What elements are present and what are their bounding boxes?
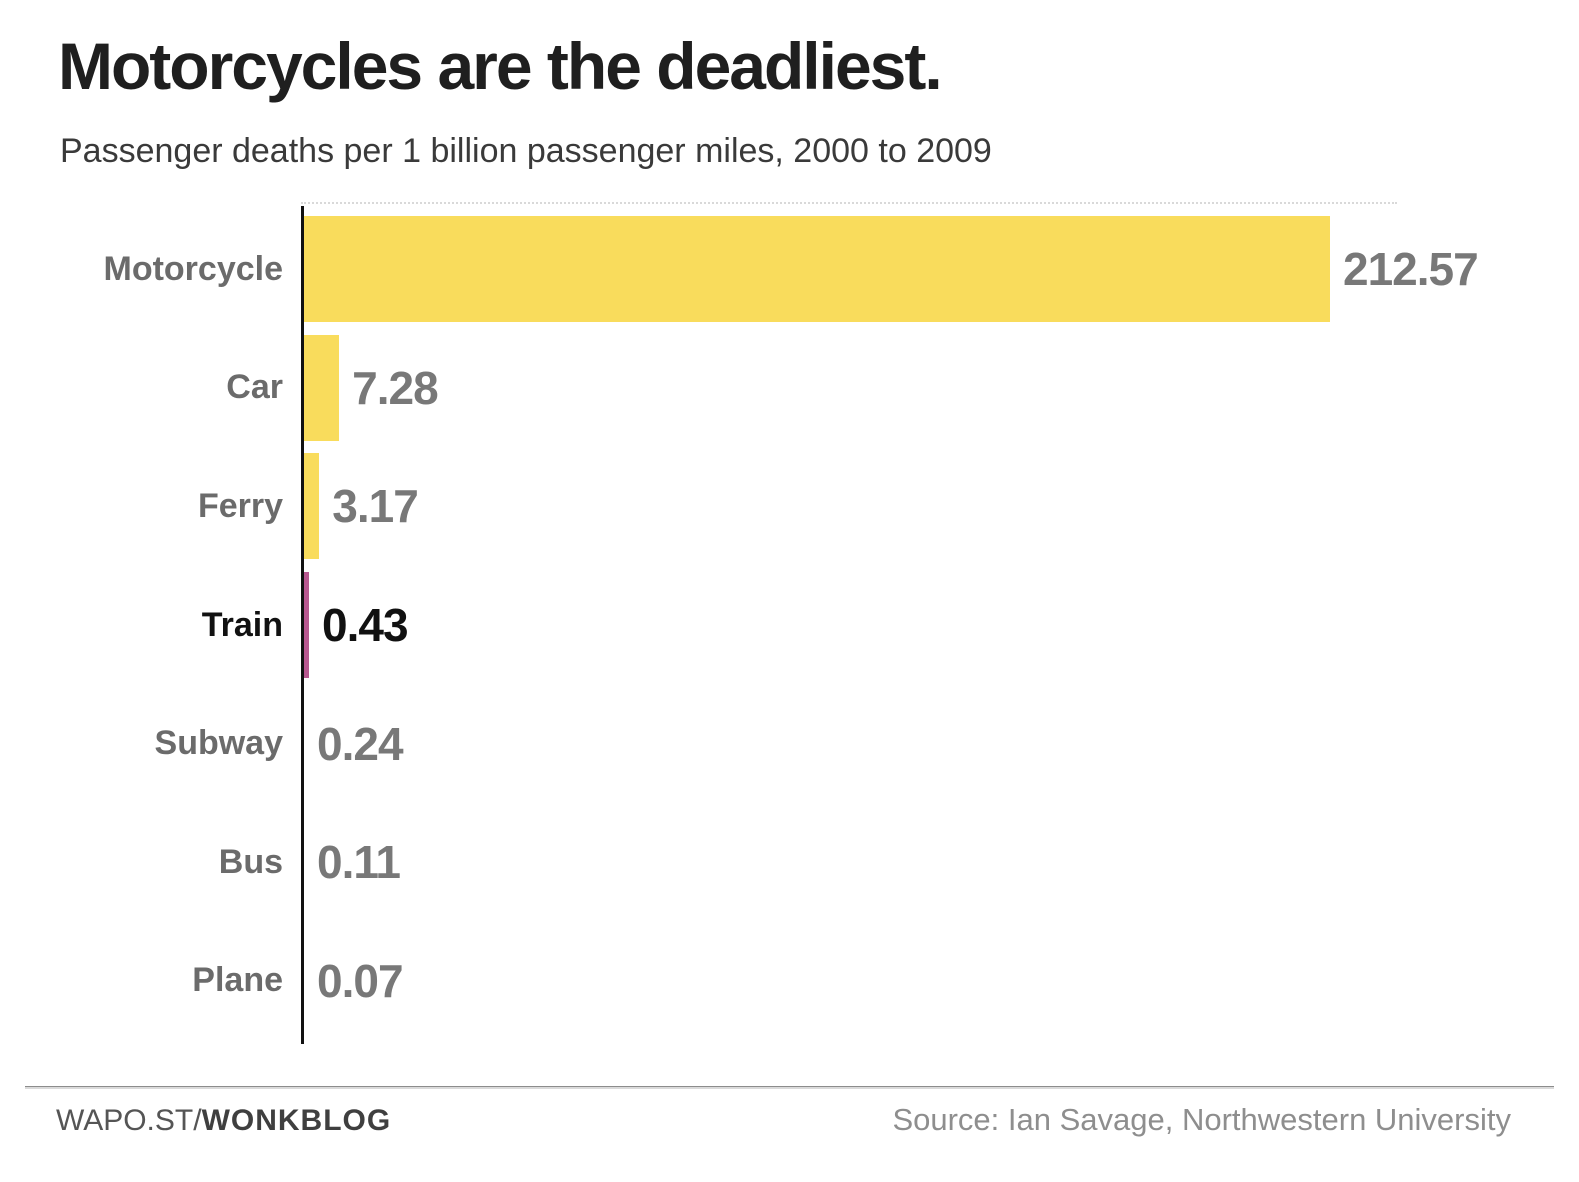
bar <box>304 453 320 560</box>
bar-value-label: 7.28 <box>352 361 439 414</box>
bar-row: Train 0.43 <box>202 566 1579 685</box>
bar-rows: Motorcycle 212.57 Car 7.28 Ferry 3.17 Train 0.4… <box>104 210 1579 1040</box>
brand-label: WAPO.ST/WONKBLOG <box>56 1104 391 1138</box>
footer-divider <box>25 1086 1554 1089</box>
bar-row: Motorcycle 212.57 <box>104 210 1579 329</box>
bar-value-label: 0.24 <box>317 717 404 770</box>
bar-row: Ferry 3.17 <box>198 447 1579 566</box>
bar-row: Plane 0.07 <box>192 921 1579 1040</box>
bar <box>304 334 340 441</box>
bar-category-label: Car <box>226 368 283 407</box>
chart-title: Motorcycles are the deadliest. <box>58 29 943 103</box>
brand-bold: WONKBLOG <box>201 1104 392 1137</box>
bar <box>304 572 309 679</box>
bar-value-label: 0.43 <box>322 599 409 652</box>
chart-subtitle: Passenger deaths per 1 billion passenger… <box>60 132 992 170</box>
y-axis-line <box>301 206 304 1044</box>
bar-category-label: Motorcycle <box>103 249 284 288</box>
bar-row: Bus 0.11 <box>219 803 1579 922</box>
source-attribution: Source: Ian Savage, Northwestern Univers… <box>892 1102 1511 1137</box>
bar-category-label: Ferry <box>197 486 283 525</box>
bar-row: Subway 0.24 <box>155 684 1579 803</box>
bar-category-label: Bus <box>218 842 283 881</box>
bar-value-label: 0.07 <box>317 954 404 1007</box>
bar-category-label: Train <box>201 605 283 644</box>
brand-prefix: WAPO.ST/ <box>56 1104 202 1137</box>
bar-row: Car 7.28 <box>226 329 1579 448</box>
bar-value-label: 0.11 <box>317 836 401 889</box>
footer: WAPO.ST/WONKBLOG Source: Ian Savage, Nor… <box>56 1102 1511 1138</box>
bar-category-label: Subway <box>154 724 283 763</box>
bar-value-label: 212.57 <box>1343 243 1479 296</box>
plot-area: Motorcycle 212.57 Car 7.28 Ferry 3.17 Train 0.4… <box>0 202 1579 1044</box>
bar <box>304 216 1330 323</box>
bar-value-label: 3.17 <box>332 480 419 533</box>
bar-category-label: Plane <box>192 961 283 1000</box>
